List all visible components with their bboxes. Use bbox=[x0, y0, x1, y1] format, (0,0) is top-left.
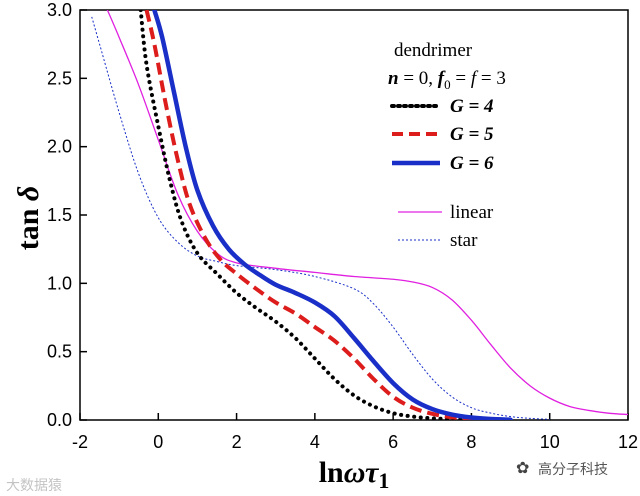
y-tick-label: 3.0 bbox=[47, 0, 72, 20]
x-tick-label: 2 bbox=[232, 432, 242, 452]
series-line-g4 bbox=[138, 10, 474, 420]
x-tick-label: -2 bbox=[72, 432, 88, 452]
x-tick-label: 12 bbox=[618, 432, 638, 452]
watermark-right-icon: ✿ bbox=[516, 458, 529, 477]
x-tick-label: 0 bbox=[153, 432, 163, 452]
y-axis-label: tan δ bbox=[12, 186, 45, 251]
x-tick-label: 8 bbox=[466, 432, 476, 452]
series-group bbox=[91, 10, 628, 420]
y-tick-label: 2.0 bbox=[47, 137, 72, 157]
x-tick-label: 6 bbox=[388, 432, 398, 452]
legend-subtitle: n = 0, f0 = f = 3 bbox=[388, 68, 506, 92]
legend-label-linear: linear bbox=[450, 202, 494, 223]
legend: dendrimer n = 0, f0 = f = 3 G = 4 G = 5 … bbox=[388, 40, 506, 251]
legend-label-g5: G = 5 bbox=[450, 124, 494, 145]
series-line-g6 bbox=[152, 10, 513, 420]
plot-frame bbox=[79, 9, 629, 421]
legend-label-star: star bbox=[450, 230, 478, 251]
y-tick-label: 0.5 bbox=[47, 342, 72, 362]
x-tick-label: 10 bbox=[540, 432, 560, 452]
y-tick-label: 0.0 bbox=[47, 410, 72, 430]
watermark-right: 高分子科技 bbox=[538, 461, 608, 478]
y-tick-label: 1.0 bbox=[47, 273, 72, 293]
y-tick-label: 1.5 bbox=[47, 205, 72, 225]
legend-label-g6: G = 6 bbox=[450, 153, 494, 174]
x-tick-label: 4 bbox=[310, 432, 320, 452]
y-tick-label: 2.5 bbox=[47, 68, 72, 88]
series-line-linear bbox=[106, 10, 628, 416]
legend-title: dendrimer bbox=[394, 40, 473, 61]
legend-label-g4: G = 4 bbox=[450, 96, 494, 117]
x-axis-label: lnωτ1 bbox=[319, 456, 390, 493]
watermark-left: 大数据猿 bbox=[6, 478, 62, 494]
axis-ticks: -2 0 2 4 6 8 10 12 0.0 0.5 1.0 1.5 2.0 2.5 3.0 bbox=[47, 0, 638, 452]
series-line-g5 bbox=[144, 10, 492, 420]
